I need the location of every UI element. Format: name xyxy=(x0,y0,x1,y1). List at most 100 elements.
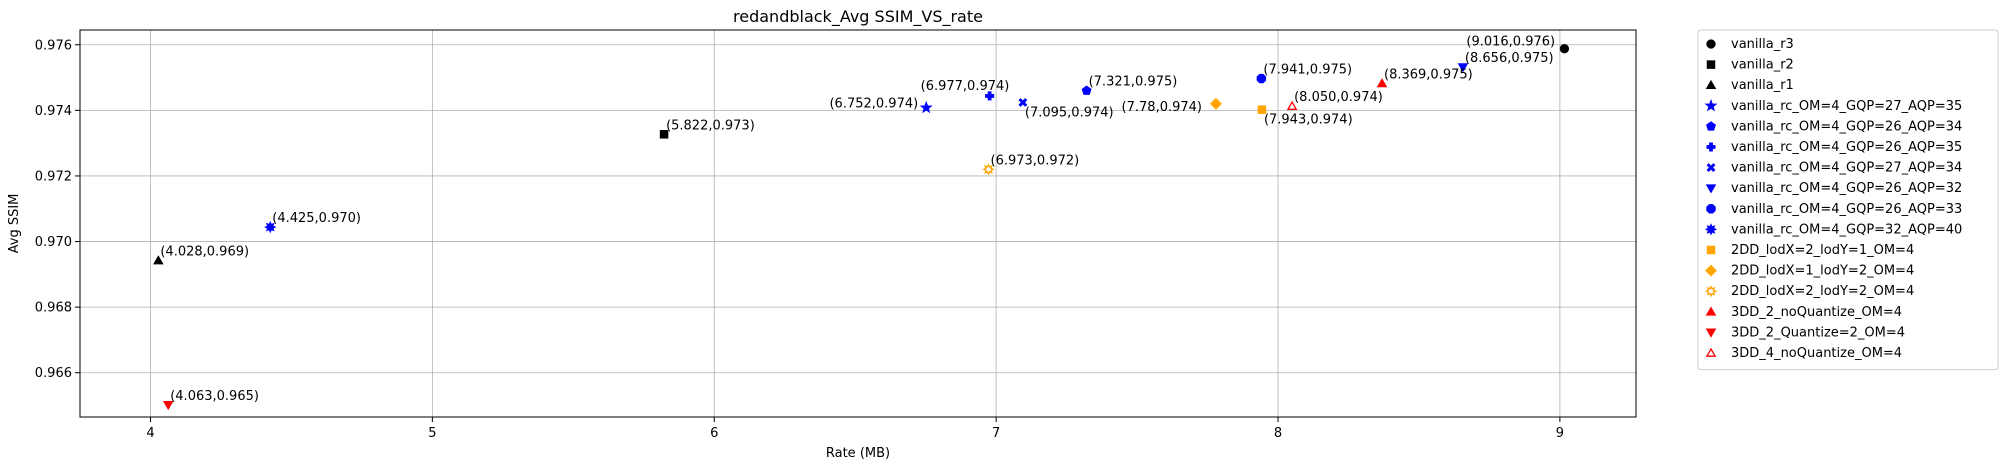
legend-marker xyxy=(1704,285,1718,298)
legend-marker xyxy=(1706,204,1716,214)
data-point xyxy=(264,221,277,234)
legend-marker xyxy=(1706,39,1716,49)
legend-item: 2DD_lodX=1_lodY=2_OM=4 xyxy=(1705,264,1914,279)
data-label: (4.425,0.970) xyxy=(272,211,361,226)
legend-item: 3DD_2_noQuantize_OM=4 xyxy=(1705,305,1902,320)
data-point xyxy=(1018,98,1028,107)
x-tick-label: 8 xyxy=(1274,426,1282,441)
data-label: (7.095,0.974) xyxy=(1025,105,1114,120)
legend-marker xyxy=(1705,347,1717,357)
data-label: (7.321,0.975) xyxy=(1089,75,1178,90)
legend-label: vanilla_r1 xyxy=(1731,78,1794,93)
legend-item: vanilla_rc_OM=4_GQP=32_AQP=40 xyxy=(1704,222,1962,237)
data-label: (6.977,0.974) xyxy=(921,79,1010,94)
grid-layer xyxy=(80,30,1636,417)
legend-label: vanilla_r3 xyxy=(1731,37,1794,52)
legend-item: 3DD_4_noQuantize_OM=4 xyxy=(1705,346,1902,361)
y-tick-label: 0.970 xyxy=(35,235,72,250)
data-label: (8.656,0.975) xyxy=(1465,51,1554,66)
data-label: (6.973,0.972) xyxy=(991,153,1080,168)
data-point xyxy=(153,255,164,265)
x-tick-label: 5 xyxy=(428,426,436,441)
data-point xyxy=(1376,78,1388,88)
axis-ticks: 4 5 6 7 8 9 0.966 0.968 0.970 0.972 0.974 0.976 xyxy=(35,38,1564,441)
chart-title: redandblack_Avg SSIM_VS_rate xyxy=(733,7,983,27)
y-tick-label: 0.976 xyxy=(35,38,72,53)
legend: vanilla_r3 vanilla_r2 vanilla_r1 vanilla_rc… xyxy=(1697,29,1999,371)
data-point xyxy=(1286,100,1298,110)
legend-label: 2DD_lodX=2_lodY=2_OM=4 xyxy=(1731,284,1914,299)
legend-marker xyxy=(1704,98,1718,112)
legend-marker xyxy=(1706,163,1716,173)
plot-area-frame xyxy=(79,29,1637,418)
x-axis-label: Rate (MB) xyxy=(826,446,890,461)
data-point xyxy=(659,130,669,139)
data-point xyxy=(985,91,995,101)
y-tick-label: 0.968 xyxy=(35,301,72,316)
data-label: (6.752,0.974) xyxy=(829,97,918,112)
data-label: (8.369,0.975) xyxy=(1384,67,1473,82)
legend-item: vanilla_r2 xyxy=(1706,58,1794,73)
legend-item: 3DD_2_Quantize=2_OM=4 xyxy=(1705,325,1905,340)
legend-label: vanilla_rc_OM=4_GQP=26_AQP=35 xyxy=(1731,140,1962,155)
legend-label: 3DD_4_noQuantize_OM=4 xyxy=(1731,346,1902,361)
y-axis-label: Avg SSIM xyxy=(7,194,22,254)
data-label: (4.028,0.969) xyxy=(160,245,249,260)
legend-label: 3DD_2_noQuantize_OM=4 xyxy=(1731,305,1902,320)
legend-label: vanilla_rc_OM=4_GQP=26_AQP=34 xyxy=(1731,119,1962,134)
data-point xyxy=(1210,97,1222,110)
legend-item: 2DD_lodX=2_lodY=2_OM=4 xyxy=(1704,284,1914,299)
legend-label: vanilla_r2 xyxy=(1731,58,1794,73)
legend-label: vanilla_rc_OM=4_GQP=26_AQP=33 xyxy=(1731,202,1962,217)
data-label: (7.943,0.974) xyxy=(1264,113,1353,128)
legend-item: 2DD_lodX=2_lodY=1_OM=4 xyxy=(1706,243,1914,258)
x-tick-label: 6 xyxy=(710,426,718,441)
legend-marker xyxy=(1706,142,1716,152)
data-label: (9.016,0.976) xyxy=(1466,35,1555,50)
data-labels: (9.016,0.976) (5.822,0.973) (4.028,0.969) (… xyxy=(160,35,1555,404)
data-point xyxy=(1256,73,1267,84)
legend-item: vanilla_rc_OM=4_GQP=27_AQP=34 xyxy=(1706,161,1962,176)
legend-item: vanilla_r1 xyxy=(1705,78,1794,93)
data-label: (7.78,0.974) xyxy=(1122,100,1202,115)
legend-marker xyxy=(1704,223,1718,236)
data-point xyxy=(982,163,995,176)
legend-items: vanilla_r3 vanilla_r2 vanilla_r1 vanilla_rc… xyxy=(1704,37,1962,361)
legend-marker xyxy=(1705,306,1717,316)
legend-item: vanilla_rc_OM=4_GQP=26_AQP=34 xyxy=(1706,119,1962,134)
y-tick-label: 0.972 xyxy=(35,169,72,184)
data-point xyxy=(1257,105,1267,114)
data-point xyxy=(1081,85,1092,95)
legend-marker xyxy=(1706,121,1716,131)
data-label: (5.822,0.973) xyxy=(666,118,755,133)
legend-marker xyxy=(1705,328,1717,338)
legend-item: vanilla_rc_OM=4_GQP=26_AQP=35 xyxy=(1706,140,1962,155)
legend-label: 2DD_lodX=2_lodY=1_OM=4 xyxy=(1731,243,1914,258)
legend-item: vanilla_rc_OM=4_GQP=26_AQP=33 xyxy=(1706,202,1962,217)
data-label: (4.063,0.965) xyxy=(170,389,259,404)
legend-label: vanilla_rc_OM=4_GQP=32_AQP=40 xyxy=(1731,222,1962,237)
legend-item: vanilla_rc_OM=4_GQP=26_AQP=32 xyxy=(1705,181,1962,196)
legend-marker xyxy=(1705,184,1717,194)
legend-marker xyxy=(1705,264,1717,277)
x-tick-label: 4 xyxy=(146,426,154,441)
legend-label: 2DD_lodX=1_lodY=2_OM=4 xyxy=(1731,264,1914,279)
legend-label: vanilla_rc_OM=4_GQP=27_AQP=34 xyxy=(1731,161,1962,176)
legend-item: vanilla_r3 xyxy=(1706,37,1794,52)
y-tick-label: 0.966 xyxy=(35,366,72,381)
data-point xyxy=(1457,63,1469,73)
legend-label: 3DD_2_Quantize=2_OM=4 xyxy=(1731,325,1905,340)
data-point xyxy=(919,100,933,114)
legend-marker xyxy=(1706,60,1716,69)
legend-label: vanilla_rc_OM=4_GQP=27_AQP=35 xyxy=(1731,99,1962,114)
data-label: (7.941,0.975) xyxy=(1263,63,1352,78)
legend-frame xyxy=(1697,29,1999,371)
legend-label: vanilla_rc_OM=4_GQP=26_AQP=32 xyxy=(1731,181,1962,196)
legend-marker xyxy=(1706,245,1716,255)
legend-marker xyxy=(1705,79,1717,90)
data-point xyxy=(162,401,174,411)
data-label: (8.050,0.974) xyxy=(1294,90,1383,105)
x-tick-label: 7 xyxy=(992,426,1000,441)
